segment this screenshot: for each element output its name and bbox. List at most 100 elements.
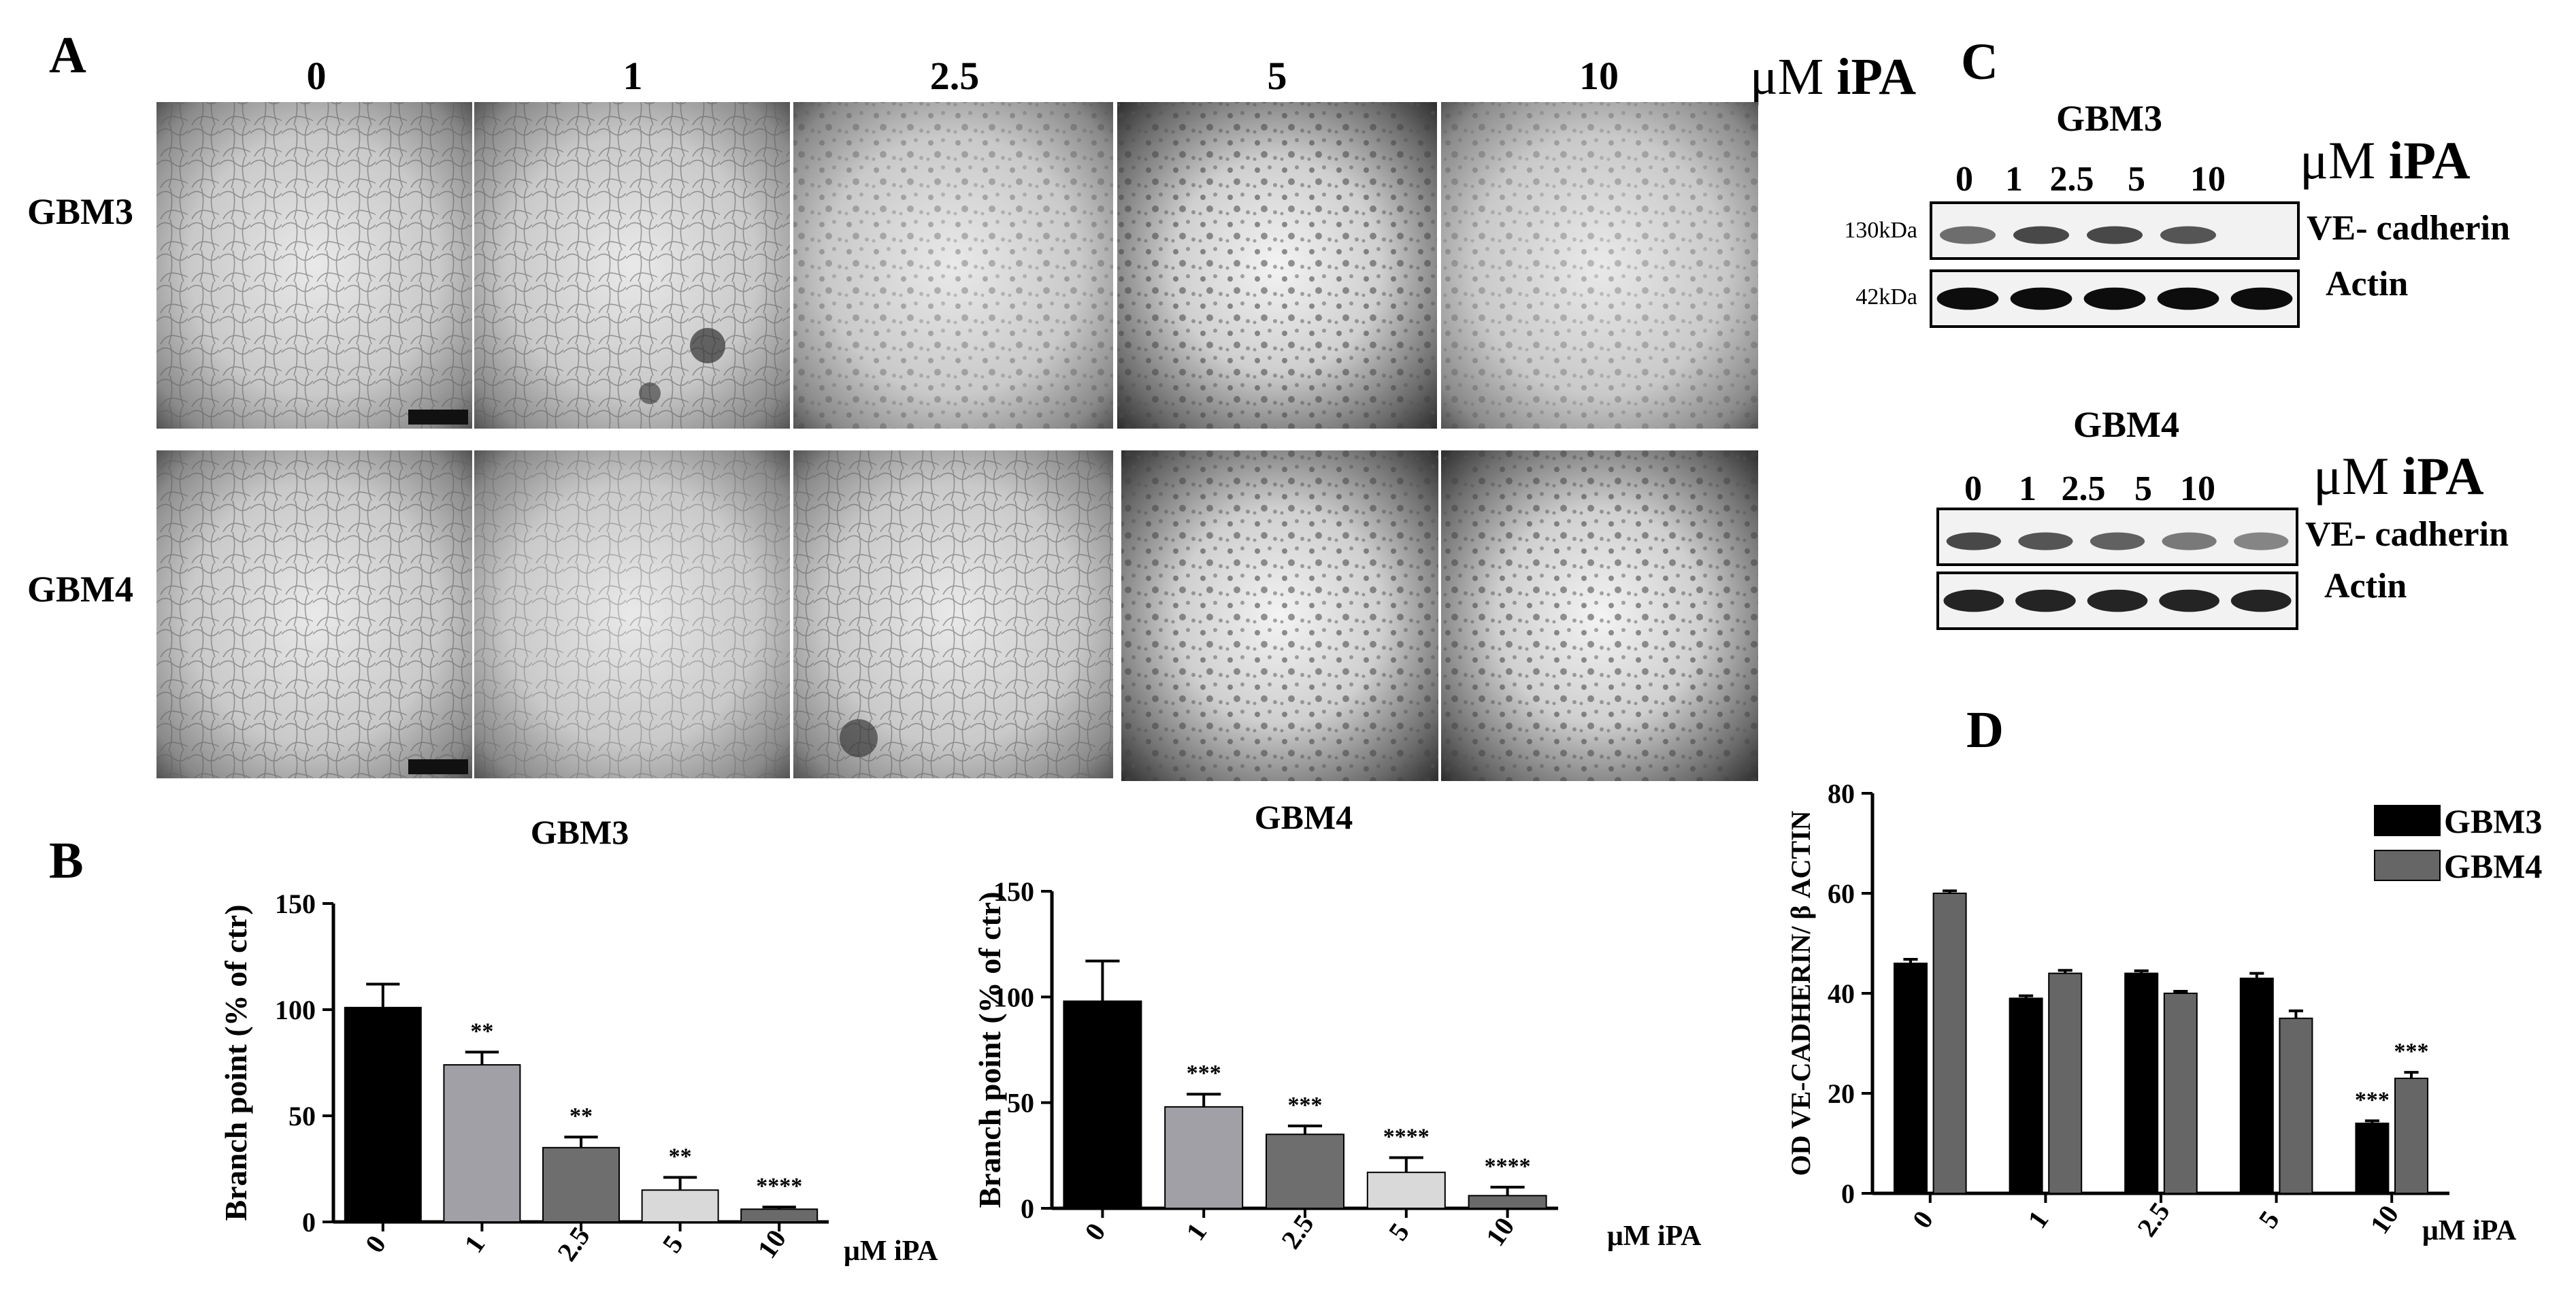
blot-dose-label: 0	[1955, 160, 1973, 199]
bar	[1266, 1133, 1344, 1210]
y-tick-label: 40	[1828, 978, 1855, 1009]
blot-drug: iPA	[2402, 446, 2484, 506]
unit-text: μM	[1750, 48, 1824, 105]
bar	[1164, 1106, 1244, 1209]
blot-box-bottom	[1930, 269, 2300, 328]
micrograph-gbm4-0	[156, 450, 472, 778]
bar-gbm4	[2163, 993, 2198, 1194]
blot-band-bottom	[2159, 589, 2219, 612]
blot-mw-bottom: 42kDa	[1855, 284, 1917, 310]
blot-unit-label: μM iPA	[2313, 446, 2484, 506]
blot-band-bottom	[2010, 287, 2073, 310]
bar	[542, 1146, 620, 1223]
significance-label: ***	[1187, 1061, 1221, 1086]
blot-unit: μM	[2313, 446, 2402, 506]
y-axis-label: Branch point (% of ctr)	[218, 904, 253, 1221]
blot-band-top	[2160, 226, 2217, 244]
blot-title: GBM3	[2056, 98, 2162, 139]
significance-label: **	[669, 1144, 692, 1169]
x-tick-label: 2.5	[551, 1221, 596, 1267]
blot-band-bottom	[2083, 287, 2146, 310]
blot-unit-label: μM iPA	[2300, 131, 2471, 190]
y-tick-label: 0	[302, 1207, 316, 1238]
bar	[1063, 1000, 1142, 1209]
x-tick-label: 2.5	[2131, 1197, 2176, 1242]
blot-box-top	[1936, 508, 2298, 566]
blot-band-top	[1946, 532, 2001, 550]
y-tick-label: 0	[1841, 1178, 1855, 1209]
panel-label-b: B	[49, 832, 84, 889]
micrograph-gbm3-10	[1441, 102, 1758, 429]
blot-band-bottom	[2157, 287, 2219, 310]
significance-label: ****	[1485, 1154, 1531, 1179]
bar	[1366, 1172, 1446, 1209]
y-tick-label: 150	[275, 889, 316, 919]
x-tick-label: 2.5	[1275, 1209, 1320, 1255]
blot-band-bottom	[2015, 589, 2076, 612]
blot-band-bottom	[1936, 287, 1999, 310]
dose-label-1: 1	[623, 54, 643, 98]
legend-label-gbm3: GBM3	[2444, 802, 2542, 840]
micrograph-gbm4-5	[1121, 450, 1438, 781]
micrograph-gbm3-1	[474, 102, 790, 429]
legend-swatch-gbm3	[2374, 805, 2441, 836]
blot-label-top: VE- cadherin	[2307, 209, 2510, 248]
significance-label: **	[569, 1104, 593, 1129]
micrograph-gbm3-2-5	[793, 102, 1113, 429]
drug-text: iPA	[1836, 48, 1917, 105]
x-tick-label: 0	[1906, 1205, 1939, 1233]
significance-label-gbm4: ***	[2394, 1039, 2429, 1064]
dose-label-5: 5	[1267, 54, 1287, 98]
blot-dose-label: 1	[2019, 469, 2036, 508]
bar-gbm3	[1894, 962, 1928, 1195]
x-tick-label: 10	[751, 1224, 792, 1264]
blot-band-top	[2086, 226, 2143, 244]
chart-legend: GBM3 GBM4	[2374, 802, 2542, 885]
blot-unit: μM	[2300, 131, 2389, 190]
legend-label-gbm4: GBM4	[2444, 847, 2542, 885]
blot-band-bottom	[2230, 589, 2292, 612]
x-tick-label: 5	[1383, 1217, 1415, 1246]
blot-dose-label: 10	[2190, 160, 2226, 199]
blot-band-bottom	[1943, 589, 2004, 612]
blot-dose-label: 0	[1964, 469, 1982, 508]
row-label-gbm3: GBM3	[27, 191, 133, 232]
y-tick-label: 60	[1828, 878, 1855, 909]
y-tick-label: 100	[993, 982, 1034, 1012]
y-axis-label: Branch point (% of ctr)	[972, 891, 1007, 1208]
blot-band-bottom	[2087, 589, 2148, 612]
dose-label-0: 0	[306, 54, 327, 98]
panel-label-a: A	[49, 27, 86, 84]
significance-label-gbm3: ***	[2355, 1087, 2390, 1112]
blot-label-top: VE- cadherin	[2305, 515, 2509, 554]
x-tick-label: 0	[359, 1229, 392, 1258]
x-tick-label: 5	[656, 1229, 689, 1258]
blot-dose-label: 5	[2128, 160, 2145, 199]
bar	[641, 1189, 719, 1223]
significance-label: ***	[1288, 1093, 1323, 1118]
bar	[443, 1064, 521, 1223]
micrograph-gbm3-0	[156, 102, 472, 429]
bar-gbm3	[2355, 1123, 2390, 1194]
y-tick-label: 50	[288, 1101, 316, 1131]
chart-title: GBM3	[531, 813, 629, 851]
bar-gbm4	[2279, 1017, 2313, 1194]
blot-band-top	[1939, 226, 1996, 244]
blot-band-bottom	[2230, 287, 2293, 310]
y-tick-label: 20	[1828, 1078, 1855, 1109]
bar-gbm4	[2394, 1077, 2428, 1194]
x-tick-label: 5	[2252, 1205, 2285, 1233]
panel-label-c: C	[1961, 33, 1998, 90]
significance-label: ****	[1383, 1124, 1430, 1149]
row-label-gbm4: GBM4	[27, 569, 133, 610]
blot-band-top	[2013, 226, 2070, 244]
dose-label-10: 10	[1579, 54, 1619, 98]
x-axis-label: μM iPA	[2422, 1215, 2517, 1246]
blot-box-top	[1930, 201, 2300, 260]
legend-swatch-gbm4	[2374, 850, 2441, 881]
western-blot-gbm3: GBM3 0 1 2.5 5 10 μM iPA 130kDa 42kDa VE- cadheri…	[1844, 98, 2510, 328]
